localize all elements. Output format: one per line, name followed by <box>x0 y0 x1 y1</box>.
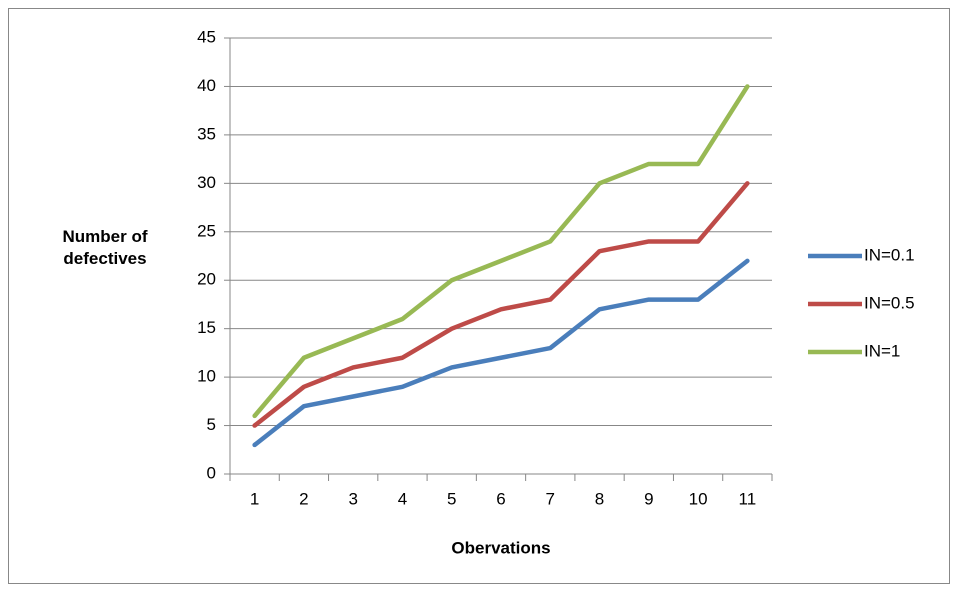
y-tick-label: 40 <box>197 76 216 95</box>
y-axis-title: Number of defectives <box>62 227 148 268</box>
x-tick-label: 9 <box>644 489 653 508</box>
y-tick-label: 30 <box>197 173 216 192</box>
y-tick-label: 20 <box>197 270 216 289</box>
y-tick-label: 45 <box>197 27 216 46</box>
y-tick-label: 0 <box>207 463 216 482</box>
x-tick-label: 1 <box>250 489 259 508</box>
y-tick-label: 25 <box>197 221 216 240</box>
y-tick-label: 15 <box>197 318 216 337</box>
series-line <box>252 84 750 419</box>
x-tick-label: 10 <box>689 489 708 508</box>
series-line <box>252 258 750 448</box>
legend-label: IN=1 <box>864 341 900 360</box>
x-tick-label: 6 <box>496 489 505 508</box>
legend-label: IN=0.1 <box>864 245 915 264</box>
y-tick-label: 5 <box>207 415 216 434</box>
x-tick-label: 2 <box>299 489 308 508</box>
x-tick-label: 3 <box>348 489 357 508</box>
x-tick-label: 8 <box>595 489 604 508</box>
chart-border <box>8 8 950 584</box>
legend-label: IN=0.5 <box>864 293 915 312</box>
x-axis-title: Obervations <box>451 538 550 557</box>
x-tick-label: 4 <box>398 489 407 508</box>
x-tick-label: 7 <box>546 489 555 508</box>
series-line <box>252 181 750 428</box>
y-tick-label: 35 <box>197 124 216 143</box>
x-tick-label: 11 <box>739 489 757 508</box>
y-tick-label: 10 <box>197 367 216 386</box>
x-tick-label: 5 <box>447 489 456 508</box>
